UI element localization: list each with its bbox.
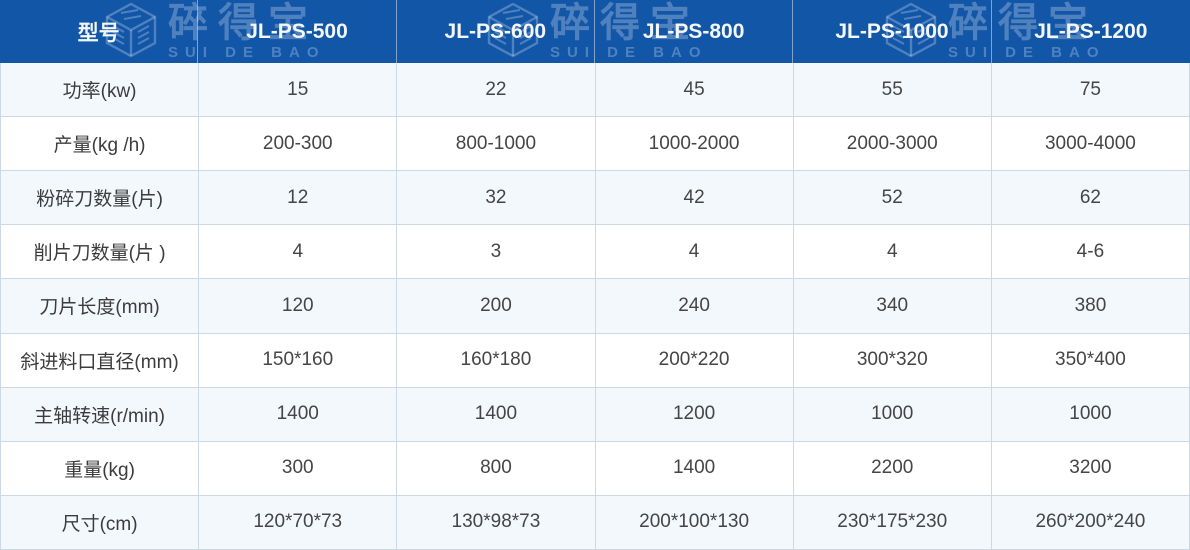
spec-row: 削片刀数量(片 ) 4 3 4 4 4-6 xyxy=(1,225,1190,280)
value-cell: 75 xyxy=(991,63,1190,118)
value-cell: 200 xyxy=(397,279,596,334)
value-cell: 1200 xyxy=(595,387,794,442)
value-cell: 2200 xyxy=(793,441,992,496)
value-cell: 200*220 xyxy=(595,333,794,388)
value-cell: 55 xyxy=(793,63,992,118)
table-body: 功率(kw) 15 22 45 55 75 产量(kg /h) 200-300 800-1000… xyxy=(0,63,1190,550)
value-cell: 1400 xyxy=(595,441,794,496)
value-cell: 4 xyxy=(595,225,794,280)
spec-row: 主轴转速(r/min) 1400 1400 1200 1000 1000 xyxy=(1,387,1190,442)
value-cell: 200*100*130 xyxy=(595,495,794,550)
value-cell: 1400 xyxy=(199,387,398,442)
spec-row: 产量(kg /h) 200-300 800-1000 1000-2000 2000-30… xyxy=(1,117,1190,172)
row-label-cell: 重量(kg) xyxy=(1,441,200,496)
table-header: 碎得宝 SUI DE BAO 碎得宝 SUI DE BAO xyxy=(0,0,1190,63)
row-label-cell: 斜进料口直径(mm) xyxy=(1,333,200,388)
value-cell: 15 xyxy=(199,63,398,118)
value-cell: 340 xyxy=(793,279,992,334)
value-cell: 1000 xyxy=(793,387,992,442)
column-header: JL-PS-600 xyxy=(397,0,595,63)
value-cell: 32 xyxy=(397,171,596,226)
value-cell: 300 xyxy=(199,441,398,496)
value-cell: 22 xyxy=(397,63,596,118)
spec-row: 功率(kw) 15 22 45 55 75 xyxy=(1,63,1190,118)
value-cell: 240 xyxy=(595,279,794,334)
value-cell: 1000 xyxy=(991,387,1190,442)
column-header: JL-PS-1200 xyxy=(1034,19,1148,43)
column-header: JL-PS-800 xyxy=(595,0,794,63)
spec-row: 重量(kg) 300 800 1400 2200 3200 xyxy=(1,441,1190,496)
spec-row: 粉碎刀数量(片) 12 32 42 52 62 xyxy=(1,171,1190,226)
value-cell: 3200 xyxy=(991,441,1190,496)
value-cell: 130*98*73 xyxy=(397,495,596,550)
column-header: JL-PS-500 xyxy=(198,0,397,63)
value-cell: 230*175*230 xyxy=(793,495,992,550)
value-cell: 350*400 xyxy=(991,333,1190,388)
value-cell: 3000-4000 xyxy=(991,117,1190,172)
value-cell: 260*200*240 xyxy=(991,495,1190,550)
value-cell: 120 xyxy=(199,279,398,334)
value-cell: 2000-3000 xyxy=(793,117,992,172)
row-label-cell: 削片刀数量(片 ) xyxy=(1,225,200,280)
value-cell: 4 xyxy=(199,225,398,280)
value-cell: 150*160 xyxy=(199,333,398,388)
header-row: 型号 JL-PS-500 JL-PS-600 JL-PS-800 JL-PS-1000… xyxy=(0,0,1190,63)
value-cell: 1000-2000 xyxy=(595,117,794,172)
value-cell: 52 xyxy=(793,171,992,226)
value-cell: 300*320 xyxy=(793,333,992,388)
value-cell: 1400 xyxy=(397,387,596,442)
value-cell: 42 xyxy=(595,171,794,226)
row-label-cell: 产量(kg /h) xyxy=(1,117,200,172)
row-label-cell: 主轴转速(r/min) xyxy=(1,387,200,442)
value-cell: 3 xyxy=(397,225,596,280)
value-cell: 800-1000 xyxy=(397,117,596,172)
value-cell: 120*70*73 xyxy=(199,495,398,550)
spec-row: 斜进料口直径(mm) 150*160 160*180 200*220 300*320 35… xyxy=(1,333,1190,388)
value-cell: 45 xyxy=(595,63,794,118)
value-cell: 200-300 xyxy=(199,117,398,172)
column-header: JL-PS-1000 xyxy=(793,0,992,63)
row-label-cell: 功率(kw) xyxy=(1,63,200,118)
value-cell: 160*180 xyxy=(397,333,596,388)
spec-row: 尺寸(cm) 120*70*73 130*98*73 200*100*130 230*1… xyxy=(1,495,1190,550)
value-cell: 12 xyxy=(199,171,398,226)
value-cell: 800 xyxy=(397,441,596,496)
row-label-cell: 尺寸(cm) xyxy=(1,495,200,550)
value-cell: 380 xyxy=(991,279,1190,334)
spec-row: 刀片长度(mm) 120 200 240 340 380 xyxy=(1,279,1190,334)
value-cell: 4 xyxy=(793,225,992,280)
row-label-cell: 刀片长度(mm) xyxy=(1,279,200,334)
row-label-cell: 粉碎刀数量(片) xyxy=(1,171,200,226)
value-cell: 62 xyxy=(991,171,1190,226)
model-column-header: 型号 xyxy=(0,0,199,63)
value-cell: 4-6 xyxy=(991,225,1190,280)
